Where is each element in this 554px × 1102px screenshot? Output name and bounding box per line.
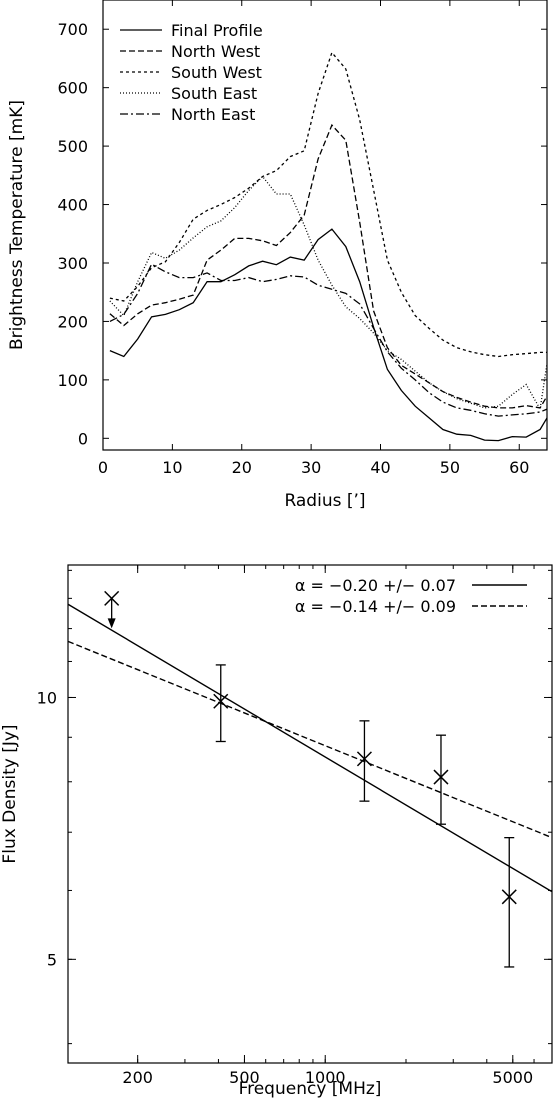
error-bar [504, 836, 515, 968]
axis-ticks: 200 500 1000 5000 5 10 [37, 565, 553, 1087]
x-axis-label: Frequency [MHz] [239, 1079, 382, 1099]
x-tick-label: 200 [122, 1068, 153, 1087]
x-tick-label: 0 [98, 458, 108, 477]
legend: α = −0.20 +/− 0.07 α = −0.14 +/− 0.09 [295, 576, 527, 616]
error-bar [215, 664, 226, 743]
y-tick-label: 300 [57, 254, 88, 273]
plot-frame [102, 0, 548, 451]
plot-frame [67, 564, 553, 1064]
series-line [109, 228, 548, 442]
legend-label: North West [171, 42, 260, 61]
y-tick-label: 0 [78, 429, 88, 448]
fit-line [67, 603, 553, 893]
data-points [104, 590, 517, 968]
error-bar [435, 734, 446, 825]
data-point [213, 664, 229, 743]
x-tick-label: 20 [232, 458, 252, 477]
x-tick-label: 1000 [305, 1068, 346, 1087]
legend-label: South West [171, 63, 262, 82]
legend-label: α = −0.14 +/− 0.09 [295, 597, 456, 616]
legend-label: α = −0.20 +/− 0.07 [295, 576, 456, 595]
y-tick-label: 200 [57, 312, 88, 331]
series-line [109, 123, 548, 409]
y-axis-label: Brightness Temperature [mK] [7, 100, 27, 350]
x-tick-label: 50 [440, 458, 460, 477]
y-tick-label: 600 [57, 79, 88, 98]
x-tick-label: 60 [509, 458, 529, 477]
series-group [67, 603, 553, 893]
x-tick-label: 30 [301, 458, 321, 477]
error-bar [359, 720, 370, 802]
data-point [433, 734, 449, 825]
y-axis-label: Flux Density [Jy] [0, 724, 20, 863]
y-tick-label: 500 [57, 137, 88, 156]
data-point [356, 720, 372, 802]
data-point [104, 590, 120, 629]
upper-limit-arrow [107, 598, 116, 629]
x-tick-label: 40 [370, 458, 390, 477]
series-group [109, 51, 548, 442]
y-tick-label: 10 [37, 688, 57, 707]
y-tick-label: 700 [57, 20, 88, 39]
legend-label: Final Profile [171, 21, 263, 40]
x-tick-label: 5000 [492, 1068, 533, 1087]
y-tick-label: 100 [57, 371, 88, 390]
x-axis-label: Radius [’] [284, 491, 365, 511]
series-line [109, 175, 548, 412]
legend-label: South East [171, 84, 257, 103]
x-tick-label: 10 [162, 458, 182, 477]
data-point [501, 836, 517, 968]
legend: Final Profile North West South West South E… [120, 21, 263, 124]
y-tick-label: 400 [57, 196, 88, 215]
fit-line [67, 640, 553, 839]
series-line [109, 263, 548, 417]
y-tick-label: 5 [47, 950, 57, 969]
x-tick-label: 500 [229, 1068, 260, 1087]
legend-label: North East [171, 105, 255, 124]
